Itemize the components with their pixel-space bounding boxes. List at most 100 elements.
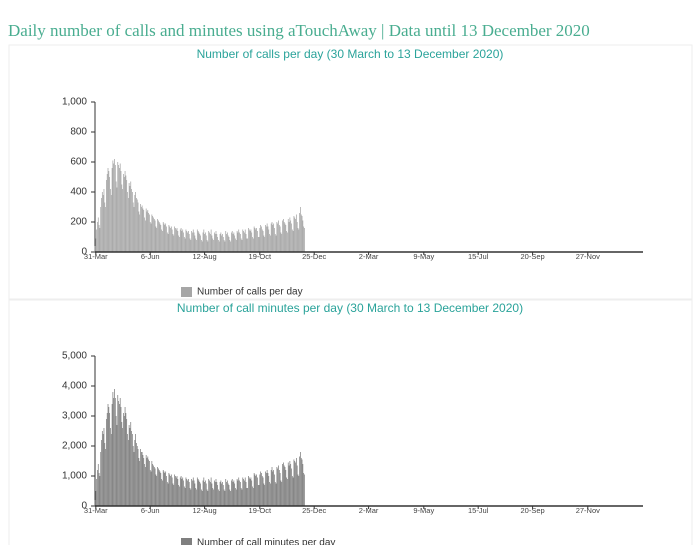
bar — [118, 401, 119, 506]
bar — [173, 235, 175, 252]
x-tick-label: 9-May — [413, 506, 434, 515]
bar — [182, 229, 184, 252]
bar — [180, 476, 182, 506]
bar — [289, 461, 291, 506]
bar — [218, 240, 219, 252]
bar — [142, 455, 144, 506]
bar — [173, 485, 175, 506]
bar — [261, 476, 263, 506]
bar — [94, 246, 96, 252]
bar — [110, 189, 111, 252]
x-tick-label: 31-Mar — [84, 506, 108, 515]
bar — [153, 465, 154, 506]
bar — [278, 470, 280, 506]
bar — [101, 198, 102, 252]
bar — [286, 477, 287, 506]
bar — [240, 238, 242, 252]
chart-title: Number of call minutes per day (30 March… — [177, 301, 523, 315]
bar — [217, 237, 218, 252]
bar — [163, 223, 165, 252]
bar — [210, 477, 212, 506]
bar — [302, 220, 304, 252]
bar — [235, 238, 236, 252]
bar — [224, 241, 226, 252]
bar — [303, 473, 305, 506]
bar — [287, 232, 288, 252]
bar — [233, 232, 235, 252]
bar — [159, 223, 161, 252]
bar — [195, 488, 197, 506]
bar — [171, 229, 173, 252]
bar — [269, 482, 270, 506]
bar — [244, 229, 246, 252]
bar — [253, 473, 255, 506]
bar — [231, 479, 233, 506]
bar — [252, 238, 254, 252]
bar — [162, 222, 164, 252]
x-tick-label: 20-Sep — [520, 506, 544, 515]
bar — [235, 488, 236, 506]
bar — [275, 483, 277, 506]
x-tick-label: 15-Jul — [468, 252, 489, 261]
bar — [120, 407, 122, 506]
bar — [175, 229, 177, 252]
bar — [186, 479, 188, 506]
bar — [138, 458, 140, 506]
bar — [204, 482, 205, 506]
bar — [184, 488, 186, 506]
bar — [299, 213, 300, 252]
bar — [170, 474, 172, 506]
bar — [255, 229, 257, 252]
bar — [262, 477, 264, 506]
bar — [154, 468, 156, 506]
bar — [299, 456, 300, 506]
bar — [106, 419, 107, 506]
bar — [98, 473, 100, 506]
bar — [243, 231, 244, 252]
bar — [121, 184, 123, 252]
bar — [295, 458, 297, 506]
bar — [146, 211, 148, 252]
bar — [287, 219, 289, 252]
bar — [190, 240, 192, 252]
bar — [267, 226, 269, 252]
bar — [178, 485, 180, 506]
bar — [140, 449, 141, 506]
bar — [257, 231, 258, 252]
bar — [118, 165, 119, 252]
bar — [172, 234, 174, 252]
bar — [276, 467, 278, 506]
bar — [230, 241, 231, 252]
y-tick-label: 0 — [81, 247, 87, 258]
bar — [136, 446, 138, 506]
bar — [140, 452, 142, 506]
bar — [149, 461, 150, 506]
bar — [234, 483, 236, 506]
bar — [149, 214, 150, 252]
bar — [298, 229, 300, 252]
bar — [155, 474, 157, 506]
bar — [134, 195, 136, 252]
bar — [270, 223, 272, 252]
bar — [113, 398, 115, 506]
bar — [301, 216, 303, 252]
bar — [220, 232, 222, 252]
bar — [266, 223, 268, 252]
bar — [288, 465, 290, 506]
bar — [105, 449, 106, 506]
bar — [278, 220, 279, 252]
bar — [160, 473, 162, 506]
bar — [141, 205, 143, 252]
bar — [119, 163, 121, 252]
bar — [270, 470, 272, 506]
bar — [252, 486, 253, 506]
bar — [213, 489, 214, 506]
bar — [264, 237, 266, 252]
bar — [227, 483, 229, 506]
bar — [111, 168, 113, 252]
bar — [135, 434, 136, 506]
x-tick-label: 2-Mar — [359, 506, 379, 515]
bar — [133, 207, 135, 252]
bar — [259, 228, 261, 252]
bar — [213, 240, 214, 252]
